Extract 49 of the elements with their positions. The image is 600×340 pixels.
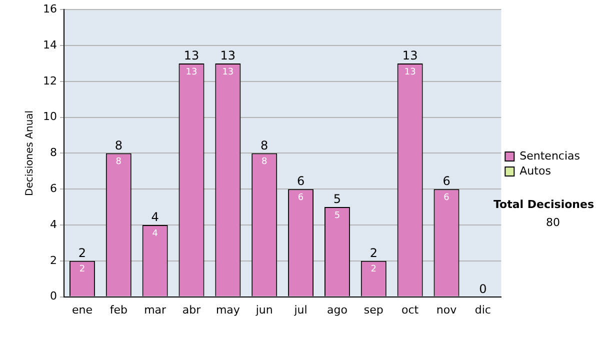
legend-label: Sentencias [520,149,580,162]
legend-label: Autos [520,164,552,178]
annotation: Total Decisiones [494,198,594,211]
data-label: 4 [152,228,158,239]
data-label: 13 [404,67,416,78]
data-label: 13 [186,67,198,78]
total-label: 8 [260,138,268,152]
total-label: 2 [370,246,378,260]
total-label: 6 [296,174,305,188]
data-label: 8 [261,157,268,168]
x-tick-label: nov [436,303,458,316]
y-tick-label: 14 [42,38,57,52]
y-axis-title: Decisiones Anual [24,110,36,196]
text: 80 [546,216,560,229]
data-label: 6 [444,192,450,203]
y-tick-label: 2 [50,254,57,267]
x-tick-label: abr [182,303,202,316]
total-label: 13 [220,48,236,63]
data-label: 13 [222,67,234,78]
data-label: 6 [298,192,304,203]
y-tick-label: 16 [42,2,57,16]
y-tick-label: 10 [42,110,57,124]
x-tick-label: jul [293,303,308,316]
x-tick-label: feb [110,303,128,316]
total-label: 13 [184,48,200,63]
data-label: 2 [370,264,377,275]
x-tick-label: ago [326,303,348,316]
y-tick-label: 12 [42,74,57,88]
total-label: 8 [114,138,122,152]
total-label: 4 [151,210,159,224]
total-label: 2 [78,246,86,260]
y-tick-label: 6 [50,182,57,195]
data-label: 2 [79,264,86,275]
x-tick-label: oct [402,303,420,316]
x-tick-label: sep [364,303,384,316]
data-label: 8 [116,157,122,168]
total-label: 0 [479,282,487,296]
x-tick-label: ene [72,303,93,316]
total-label: 6 [442,174,450,188]
y-tick-label: 4 [50,218,57,231]
x-tick-label: may [216,303,240,316]
x-tick-label: jun [254,303,273,316]
y-tick-label: 0 [50,290,57,303]
x-tick-label: mar [144,303,167,316]
y-tick-label: 8 [50,146,57,160]
data-label: 5 [334,210,340,221]
total-label: 13 [402,48,418,63]
x-tick-label: dic [474,303,491,316]
total-label: 5 [333,192,342,206]
